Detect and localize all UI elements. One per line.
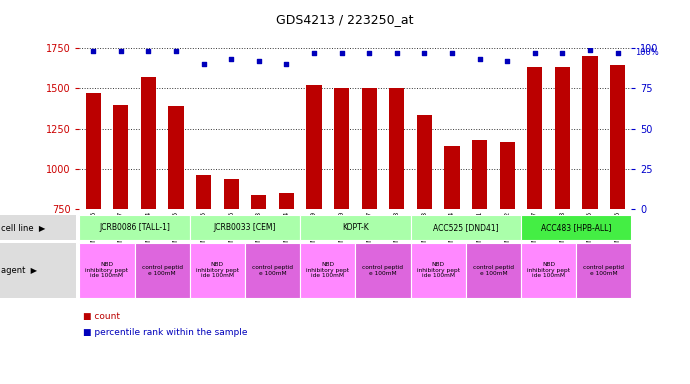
Text: NBD
inhibitory pept
ide 100mM: NBD inhibitory pept ide 100mM	[417, 262, 460, 278]
Bar	[555, 67, 570, 209]
Text: NBD
inhibitory pept
ide 100mM: NBD inhibitory pept ide 100mM	[86, 262, 128, 278]
Point	[170, 48, 181, 54]
Text: agent  ▶: agent ▶	[1, 266, 37, 275]
Point	[198, 61, 209, 67]
Text: NBD
inhibitory pept
ide 100mM: NBD inhibitory pept ide 100mM	[527, 262, 570, 278]
Bar	[224, 179, 239, 209]
Bar	[417, 115, 432, 209]
Bar	[610, 65, 625, 209]
Point	[253, 58, 264, 64]
Bar	[362, 88, 377, 209]
Point	[143, 48, 154, 54]
Point	[502, 58, 513, 64]
Point	[557, 50, 568, 56]
Text: ■ percentile rank within the sample: ■ percentile rank within the sample	[83, 328, 247, 337]
Point	[115, 48, 126, 54]
Bar	[251, 195, 266, 209]
Point	[226, 56, 237, 62]
Bar	[472, 140, 487, 209]
Text: KOPT-K: KOPT-K	[342, 223, 368, 232]
Point	[308, 50, 319, 56]
Bar	[389, 88, 404, 209]
Point	[281, 61, 292, 67]
Text: control peptid
e 100mM: control peptid e 100mM	[583, 265, 624, 276]
Bar	[141, 77, 156, 209]
Point	[446, 50, 457, 56]
Bar	[334, 88, 349, 209]
Text: cell line  ▶: cell line ▶	[1, 223, 46, 232]
Bar	[168, 106, 184, 209]
Text: control peptid
e 100mM: control peptid e 100mM	[252, 265, 293, 276]
Point	[88, 48, 99, 54]
Text: NBD
inhibitory pept
ide 100mM: NBD inhibitory pept ide 100mM	[196, 262, 239, 278]
Text: control peptid
e 100mM: control peptid e 100mM	[473, 265, 514, 276]
Bar	[582, 56, 598, 209]
Bar	[444, 146, 460, 209]
Bar	[86, 93, 101, 209]
Text: control peptid
e 100mM: control peptid e 100mM	[141, 265, 183, 276]
Point	[584, 46, 595, 53]
Bar	[279, 193, 294, 209]
Point	[419, 50, 430, 56]
Text: ■ count: ■ count	[83, 312, 120, 321]
Point	[612, 50, 623, 56]
Bar	[527, 67, 542, 209]
Point	[474, 56, 485, 62]
Point	[364, 50, 375, 56]
Bar	[196, 175, 211, 209]
Text: 100%: 100%	[635, 48, 658, 57]
Point	[391, 50, 402, 56]
Text: NBD
inhibitory pept
ide 100mM: NBD inhibitory pept ide 100mM	[306, 262, 349, 278]
Text: ACC525 [DND41]: ACC525 [DND41]	[433, 223, 499, 232]
Text: JCRB0086 [TALL-1]: JCRB0086 [TALL-1]	[99, 223, 170, 232]
Text: GDS4213 / 223250_at: GDS4213 / 223250_at	[276, 13, 414, 26]
Text: JCRB0033 [CEM]: JCRB0033 [CEM]	[214, 223, 276, 232]
Bar	[500, 142, 515, 209]
Point	[336, 50, 347, 56]
Text: ACC483 [HPB-ALL]: ACC483 [HPB-ALL]	[541, 223, 611, 232]
Bar	[113, 105, 128, 209]
Point	[529, 50, 540, 56]
Text: control peptid
e 100mM: control peptid e 100mM	[362, 265, 404, 276]
Bar	[306, 85, 322, 209]
